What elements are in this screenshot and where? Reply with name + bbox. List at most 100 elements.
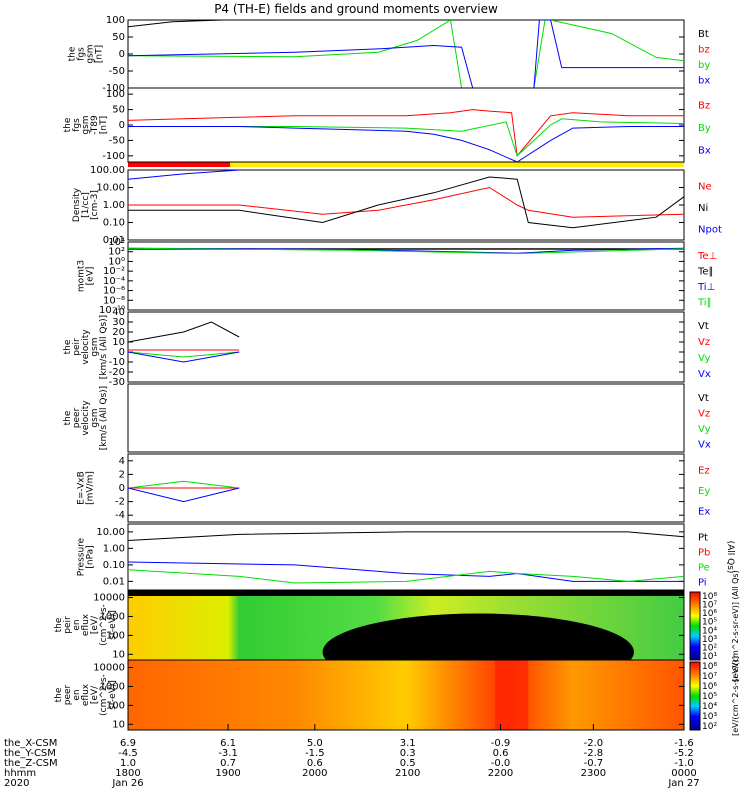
y-axis-label: eflux	[81, 613, 91, 636]
legend-Ne: Ne	[698, 182, 712, 193]
panel-frame	[127, 383, 685, 453]
y-tick-label: 10000	[93, 663, 125, 674]
spectrogram-peer-eflux	[128, 660, 684, 730]
y-axis-label: velocity	[81, 400, 91, 436]
y-tick-label: 1000	[100, 681, 125, 692]
series-Bt	[128, 20, 223, 28]
y-tick-label: 50	[112, 32, 125, 43]
series-Npot	[128, 170, 240, 180]
x-row-value: 0000	[671, 768, 696, 779]
x-row-value: -0.9	[491, 738, 511, 749]
legend-Bx: Bx	[698, 146, 711, 157]
legend-Vx: Vx	[698, 439, 711, 450]
status-bar-yellow	[230, 162, 684, 167]
panel-frame	[127, 87, 685, 163]
legend-Npot: Npot	[698, 224, 722, 235]
y-axis-label: [eV/	[90, 685, 100, 704]
x-row-value: 6.9	[120, 738, 136, 749]
y-tick-label: 20	[112, 327, 125, 338]
y-axis-label: [km/s (All Qs)]	[99, 315, 109, 379]
y-axis-label: [mV/m]	[86, 471, 96, 505]
colorbar-tick: 10⁷	[702, 601, 717, 611]
y-axis-label: momt3	[77, 260, 87, 292]
y-tick-label: 10⁻¹⁰	[99, 305, 125, 316]
y-tick-label: 100	[106, 700, 125, 711]
legend-Vy: Vy	[698, 353, 711, 364]
x-row-value: -2.8	[584, 748, 604, 759]
y-axis-label: velocity	[81, 329, 91, 365]
colorbar-tick: 10³	[702, 635, 717, 645]
panel-frame	[127, 241, 685, 311]
colorbar-tick: 10⁵	[702, 618, 717, 628]
series-Pi	[128, 561, 684, 582]
y-tick-label: 0.10	[103, 218, 125, 229]
y-axis-label: sr-eV)]	[108, 610, 118, 640]
legend-Vx: Vx	[698, 369, 711, 380]
y-tick-label: 10.00	[96, 527, 125, 538]
y-tick-label: 100	[106, 15, 125, 26]
colorbar-tick: 10⁸	[702, 662, 717, 672]
y-axis-label: the	[54, 617, 64, 632]
y-tick-label: 2	[119, 469, 125, 480]
colorbar-tick: 10¹	[702, 652, 717, 662]
x-row-value: -0.0	[491, 758, 511, 769]
y-tick-label: 10⁻⁸	[103, 295, 125, 306]
x-row-value: 2100	[395, 768, 420, 779]
y-axis-label: [nT]	[99, 116, 109, 134]
figure-title: P4 (TH-E) fields and ground moments over…	[214, 2, 498, 16]
y-axis-label: en	[72, 689, 82, 700]
colorbar-tick: 10⁶	[702, 609, 717, 619]
x-row-value: 3.1	[400, 738, 416, 749]
y-tick-label: 0.01	[103, 235, 125, 246]
colorbar-scale	[689, 591, 701, 661]
legend-Ni: Ni	[698, 203, 708, 214]
y-axis-label: (cm^2-s-	[99, 604, 109, 646]
legend-Ex: Ex	[698, 507, 710, 518]
legend-Pe: Pe	[698, 563, 710, 574]
legend-Vz: Vz	[698, 337, 710, 348]
x-row-value: -1.6	[674, 738, 694, 749]
y-axis-label: the	[63, 117, 73, 132]
series-Ni	[128, 176, 684, 229]
right-label: (All Qs)	[725, 541, 735, 574]
legend-Te∥: Te∥	[697, 266, 714, 277]
y-tick-label: 100	[106, 89, 125, 100]
x-row-value: 5.0	[307, 738, 323, 749]
legend-Ti∥: Ti∥	[697, 297, 712, 308]
y-tick-label: 10000	[93, 593, 125, 604]
y-axis-label: peer	[72, 407, 82, 428]
panel-efield: 4 2 0 -2 -4 E=-VxB [mV/m] Ez Ey Ex	[77, 453, 710, 523]
x-row-value: -4.5	[118, 748, 138, 759]
legend-Pi: Pi	[698, 578, 707, 589]
x-row-value: 2300	[581, 768, 606, 779]
series-Vy	[128, 351, 240, 358]
y-tick-label: 10.00	[96, 183, 125, 194]
y-tick-label: -4	[115, 510, 125, 521]
series-Vx	[128, 351, 240, 363]
y-tick-label: 10⁴	[108, 237, 125, 248]
x-row-value: 2200	[488, 768, 513, 779]
y-tick-label: -50	[109, 66, 125, 77]
colorbar-tick: 10⁶	[702, 682, 717, 692]
y-tick-label: 0.01	[103, 576, 125, 587]
series-Pt	[128, 531, 684, 541]
x-row-value: -3.1	[218, 748, 238, 759]
y-axis-label: (cm^2-s-	[99, 674, 109, 716]
y-tick-label: 10⁻⁴	[103, 276, 125, 287]
y-tick-label: 100.00	[90, 165, 125, 176]
y-axis-label: -T89	[90, 115, 100, 135]
y-tick-label: 1.00	[103, 200, 125, 211]
x-row-value: -1.5	[305, 748, 325, 759]
y-axis-label: [1/cc]	[81, 192, 91, 218]
y-tick-label: 40	[112, 307, 125, 318]
y-tick-label: 100	[106, 630, 125, 641]
x-row-value: 1800	[115, 768, 140, 779]
y-axis-label: eflux	[81, 683, 91, 706]
panel-fgs-gsm: 100 50 0 -50 -100 the fgs gsm [nT] Bt bz by bx	[68, 15, 711, 94]
panel-peer-velocity: the peer velocity gsm [km/s (All Qs)] Vt Vz Vy V…	[63, 383, 711, 453]
legend-Vt: Vt	[698, 393, 709, 404]
colorbar-label: [eV/(cm^2-s-sr-eV)] (All Qs)	[731, 570, 740, 681]
y-axis-label: the	[63, 410, 73, 425]
x-row-value: -2.0	[584, 738, 604, 749]
y-axis-label: Density	[72, 187, 82, 222]
